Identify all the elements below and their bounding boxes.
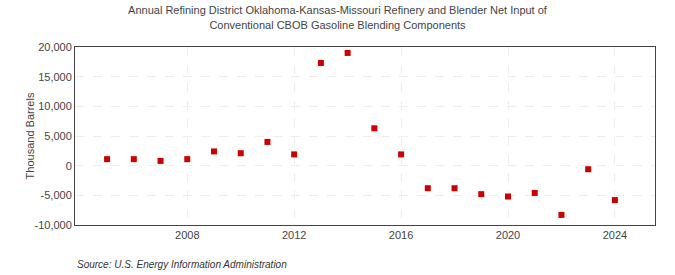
svg-text:-10,000: -10,000 [34,219,71,231]
svg-text:2012: 2012 [282,229,306,241]
svg-text:0: 0 [66,160,72,172]
svg-text:Thousand Barrels: Thousand Barrels [24,92,36,179]
svg-text:Source: U.S. Energy Informatio: Source: U.S. Energy Information Administ… [77,259,287,270]
svg-text:2024: 2024 [603,229,627,241]
svg-text:15,000: 15,000 [38,71,72,83]
svg-text:2020: 2020 [496,229,520,241]
svg-text:5,000: 5,000 [44,130,72,142]
svg-text:-5,000: -5,000 [41,189,72,201]
svg-text:20,000: 20,000 [38,41,72,53]
svg-text:Annual Refining District Oklah: Annual Refining District Oklahoma-Kansas… [128,4,548,30]
svg-text:10,000: 10,000 [38,100,72,112]
svg-text:2016: 2016 [389,229,413,241]
svg-text:2008: 2008 [175,229,199,241]
